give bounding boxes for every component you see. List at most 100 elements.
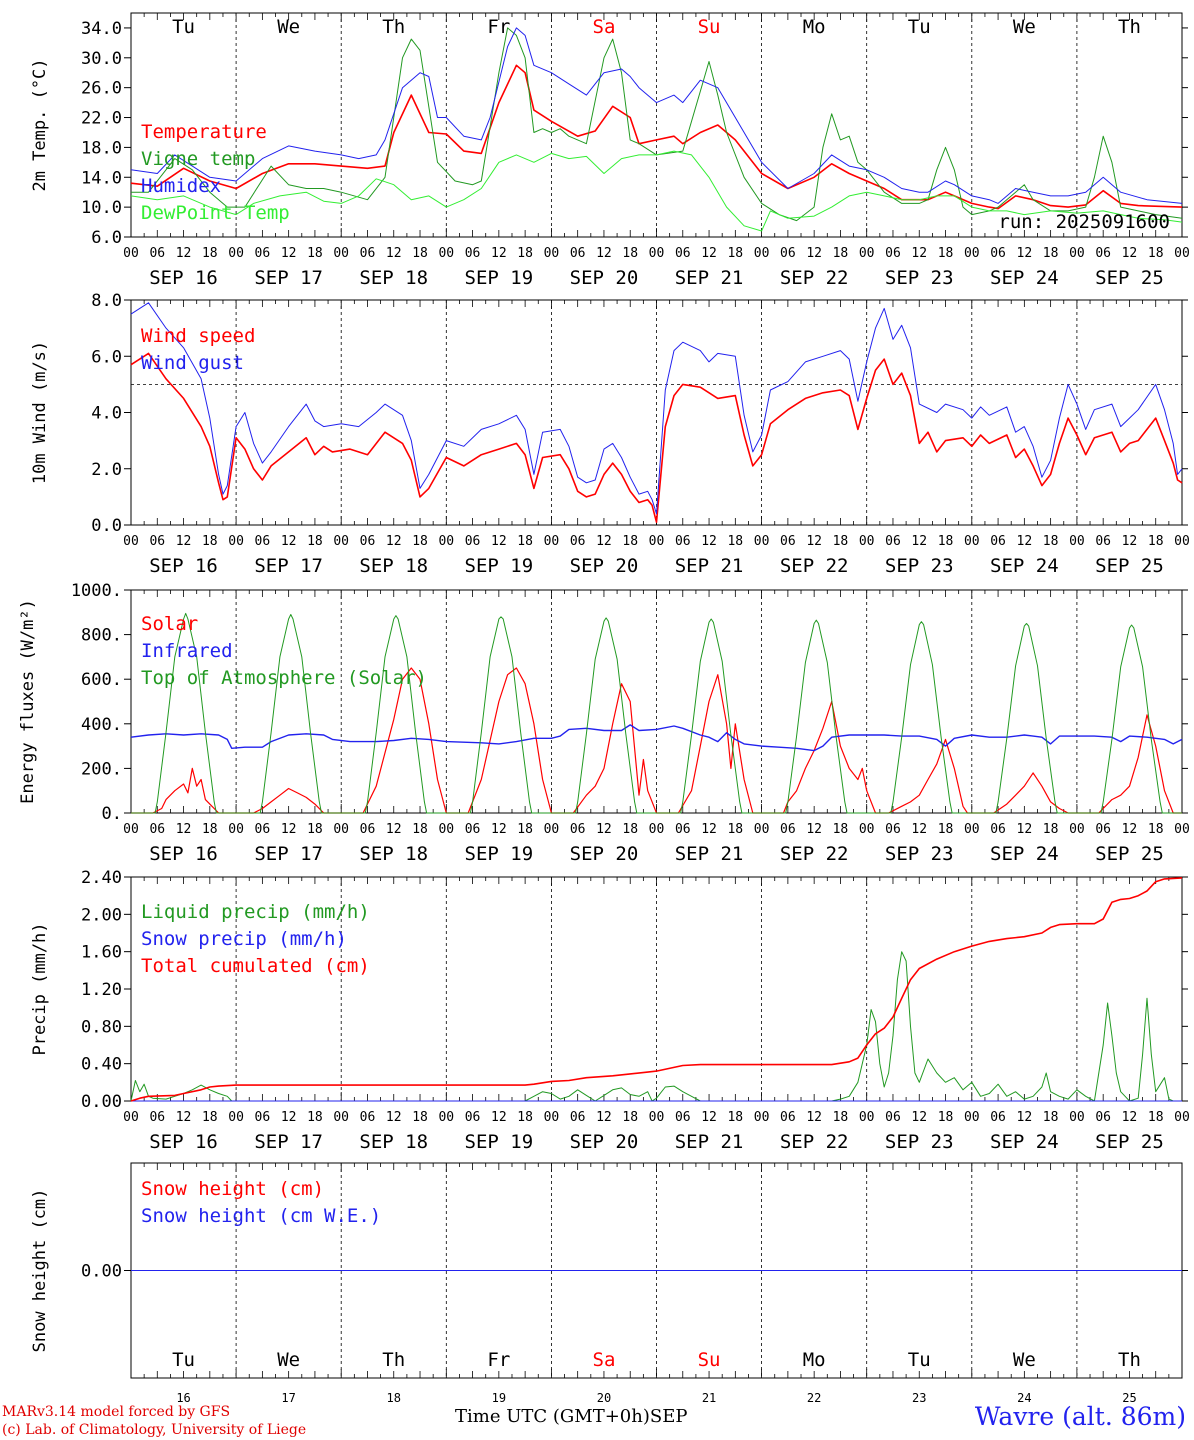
panel3-y-tick-label: 800. [81, 626, 122, 646]
panel4-y-tick-label: 1.60 [81, 943, 122, 963]
panel4-hour-tick-label: 00 [1174, 1110, 1190, 1125]
panel2-hour-tick-label: 18 [833, 534, 849, 549]
panel4-hour-tick-label: 18 [833, 1110, 849, 1125]
panel4-hour-tick-label: 06 [149, 1110, 165, 1125]
panel1-y-tick-label: 30.0 [81, 49, 122, 69]
panel2-legend-entry: Wind speed [141, 325, 255, 347]
panel3-hour-tick-label: 18 [517, 822, 533, 837]
panel4-y-tick-label: 0.00 [81, 1092, 122, 1112]
panel1-legend-entry: DewPoint Temp [141, 202, 290, 224]
panel3-date-label: SEP 16 [149, 843, 218, 865]
panel2-hour-tick-label: 18 [307, 534, 323, 549]
panel1-series-humidex [130, 27, 1183, 204]
panel3-hour-tick-label: 18 [1148, 822, 1164, 837]
bottom-weekday-label: Th [382, 1349, 405, 1371]
bottom-day-number: 22 [807, 1391, 821, 1405]
panel2-hour-tick-label: 12 [386, 534, 402, 549]
panel2-hour-tick-label: 18 [412, 534, 428, 549]
station-name: Wavre (alt. 86m) [974, 1402, 1186, 1431]
panel4-hour-tick-label: 06 [675, 1110, 691, 1125]
panel1-hour-tick-label: 18 [1148, 246, 1164, 261]
panel4-date-label: SEP 22 [780, 1131, 849, 1153]
panel3-date-label: SEP 23 [885, 843, 954, 865]
panel1-date-label: SEP 24 [990, 267, 1059, 289]
panel1-hour-tick-label: 18 [622, 246, 638, 261]
top-weekday-label: Tu [908, 16, 931, 38]
panel3-hour-tick-label: 06 [990, 822, 1006, 837]
panel4-hour-tick-label: 00 [859, 1110, 875, 1125]
panel4-hour-tick-label: 00 [228, 1110, 244, 1125]
panel3-hour-tick-label: 18 [307, 822, 323, 837]
panel1-date-label: SEP 23 [885, 267, 954, 289]
panel3-hour-tick-label: 12 [386, 822, 402, 837]
panel5-y-tick-label: 0.00 [81, 1262, 122, 1282]
panel4-hour-tick-label: 18 [727, 1110, 743, 1125]
panel3-hour-tick-label: 06 [570, 822, 586, 837]
panel4-hour-tick-label: 12 [386, 1110, 402, 1125]
panel3-y-tick-label: 0. [102, 804, 122, 824]
panel3-hour-tick-label: 12 [911, 822, 927, 837]
panel3-hour-tick-label: 00 [228, 822, 244, 837]
bottom-weekday-label: Fr [487, 1349, 510, 1371]
lab-credit: (c) Lab. of Climatology, University of L… [2, 1422, 307, 1438]
bottom-day-number: 25 [1122, 1391, 1136, 1405]
x-axis-label: Time UTC (GMT+0h) [455, 1406, 650, 1427]
panel2-hour-tick-label: 00 [544, 534, 560, 549]
panel3-y-axis-label: Energy fluxes (W/m²) [18, 599, 38, 804]
panel3-hour-tick-label: 00 [964, 822, 980, 837]
panel4-hour-tick-label: 00 [438, 1110, 454, 1125]
panel2-hour-tick-label: 12 [596, 534, 612, 549]
panel3-legend-entry: Infrared [141, 640, 233, 662]
panel2-hour-tick-label: 18 [517, 534, 533, 549]
panel3-hour-tick-label: 00 [859, 822, 875, 837]
panel3-date-label: SEP 25 [1095, 843, 1164, 865]
panel3-date-label: SEP 17 [254, 843, 323, 865]
panel4-hour-tick-label: 12 [281, 1110, 297, 1125]
top-weekday-label: Th [382, 16, 405, 38]
panel4-date-label: SEP 24 [990, 1131, 1059, 1153]
panel2-date-label: SEP 16 [149, 555, 218, 577]
panel4-date-label: SEP 16 [149, 1131, 218, 1153]
panel4-hour-tick-label: 00 [544, 1110, 560, 1125]
panel2-date-label: SEP 18 [359, 555, 428, 577]
panel4-hour-tick-label: 18 [938, 1110, 954, 1125]
bottom-weekday-label: Tu [172, 1349, 195, 1371]
panel4-hour-tick-label: 12 [1017, 1110, 1033, 1125]
panel3-hour-tick-label: 06 [1095, 822, 1111, 837]
panel1-hour-tick-label: 00 [964, 246, 980, 261]
panel2-hour-tick-label: 00 [333, 534, 349, 549]
panel3-hour-tick-label: 00 [1174, 822, 1190, 837]
panel1-hour-tick-label: 12 [176, 246, 192, 261]
panel1-y-tick-label: 10.0 [81, 198, 122, 218]
panel4-y-tick-label: 2.00 [81, 905, 122, 925]
panel1-date-label: SEP 21 [675, 267, 744, 289]
panel4-hour-tick-label: 18 [202, 1110, 218, 1125]
panel1-legend-entry: Temperature [141, 121, 267, 143]
panel1-date-label: SEP 20 [570, 267, 639, 289]
x-axis-title: Time UTC (GMT+0h)SEP [455, 1406, 687, 1427]
panel3-date-label: SEP 21 [675, 843, 744, 865]
panel1-hour-tick-label: 18 [517, 246, 533, 261]
panel3-date-label: SEP 24 [990, 843, 1059, 865]
panel3-y-tick-label: 600. [81, 670, 122, 690]
panel1-hour-tick-label: 18 [833, 246, 849, 261]
panel5-y-axis-label: Snow height (cm) [30, 1189, 50, 1353]
panel4-legend-entry: Snow precip (mm/h) [141, 928, 347, 950]
panel2-y-tick-label: 8.0 [91, 291, 122, 311]
panel2-date-label: SEP 19 [465, 555, 534, 577]
panel1-hour-tick-label: 12 [911, 246, 927, 261]
month-label: SEP [649, 1406, 688, 1427]
bottom-weekday-label: We [277, 1349, 300, 1371]
panel2-date-label: SEP 23 [885, 555, 954, 577]
panel1-hour-tick-label: 12 [386, 246, 402, 261]
panel2-hour-tick-label: 12 [911, 534, 927, 549]
panel4-hour-tick-label: 12 [911, 1110, 927, 1125]
panel1-date-label: SEP 17 [254, 267, 323, 289]
panel3-hour-tick-label: 12 [491, 822, 507, 837]
panel1-date-label: SEP 22 [780, 267, 849, 289]
panel1-hour-tick-label: 06 [149, 246, 165, 261]
panel2-y-axis-label: 10m Wind (m/s) [30, 341, 50, 484]
panel2-axes-frame [130, 299, 1183, 526]
bottom-day-number: 19 [492, 1391, 506, 1405]
panel1-hour-tick-label: 18 [202, 246, 218, 261]
